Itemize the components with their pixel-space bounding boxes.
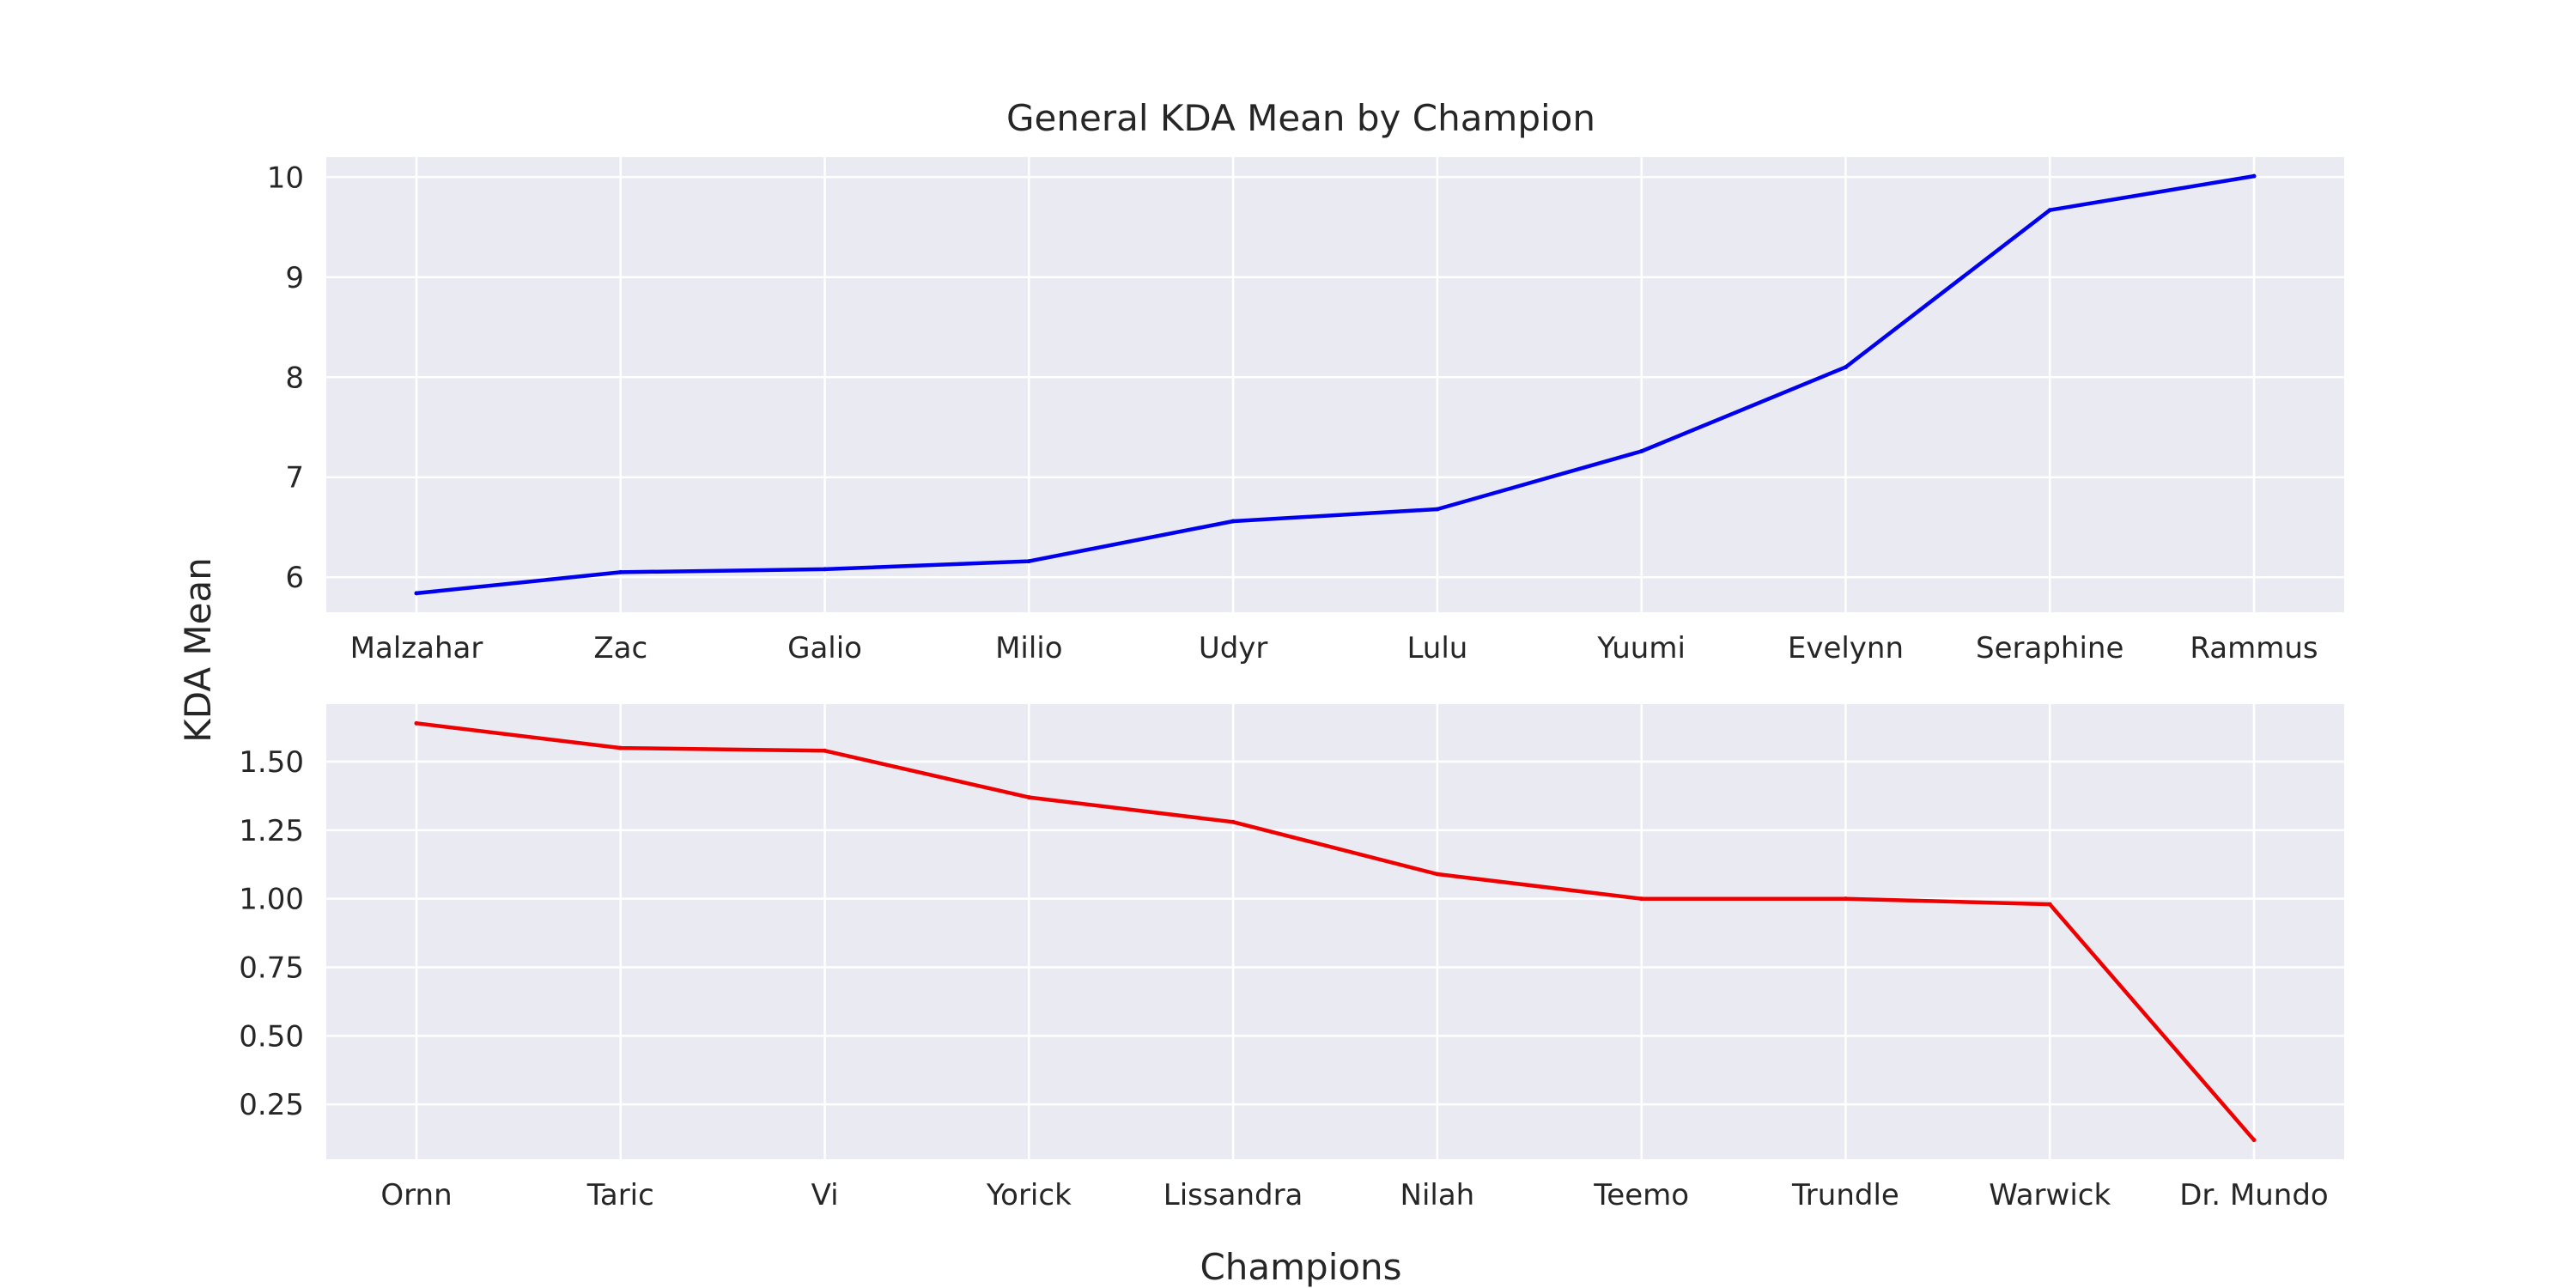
y-tick-label: 1.25 <box>239 814 304 848</box>
data-point <box>1843 365 1848 370</box>
data-point <box>618 569 623 574</box>
y-tick-label: 8 <box>285 361 304 395</box>
x-tick-label: Yuumi <box>1596 631 1686 665</box>
data-point <box>414 591 419 596</box>
x-tick-label: Vi <box>811 1178 839 1212</box>
y-tick-label: 0.25 <box>239 1088 304 1122</box>
data-point <box>1639 448 1644 453</box>
data-point <box>823 567 828 572</box>
x-tick-label: Galio <box>787 631 862 665</box>
data-point <box>1639 896 1644 902</box>
data-point <box>2251 173 2257 179</box>
x-axis-label: Champions <box>1200 1246 1401 1288</box>
y-axis-label: KDA Mean <box>177 557 219 743</box>
x-tick-label: Rammus <box>2190 631 2318 665</box>
plot-area <box>326 704 2344 1159</box>
chart-panels: Malzahar Zac Galio Milio Udyr Lulu Yuumi Evelyn… <box>239 157 2344 1212</box>
y-tick-label: 1.00 <box>239 883 304 917</box>
data-point <box>823 748 828 753</box>
x-tick-label: Dr. Mundo <box>2179 1178 2328 1212</box>
x-tick-label: Taric <box>586 1178 654 1212</box>
x-tick-label: Lulu <box>1406 631 1467 665</box>
y-tick-label: 0.75 <box>239 951 304 986</box>
x-tick-label: Teemo <box>1593 1178 1689 1212</box>
x-tick-label: Milio <box>995 631 1062 665</box>
data-point <box>2251 1138 2257 1143</box>
data-point <box>1026 559 1031 564</box>
x-tick-label: Yorick <box>986 1178 1072 1212</box>
x-tick-label: Warwick <box>1989 1178 2111 1212</box>
x-tick-label: Lissandra <box>1163 1178 1303 1212</box>
data-point <box>1230 519 1236 524</box>
data-point <box>2047 208 2052 213</box>
data-point <box>1026 795 1031 800</box>
plot-area <box>326 157 2344 612</box>
x-tick-label: Evelynn <box>1788 631 1904 665</box>
series-line <box>414 721 2257 1142</box>
data-point <box>414 720 419 726</box>
x-tick-label: Ornn <box>380 1178 452 1212</box>
x-tick-label: Nilah <box>1400 1178 1475 1212</box>
data-point <box>1435 507 1440 512</box>
x-tick-label: Udyr <box>1199 631 1268 665</box>
y-tick-label: 1.50 <box>239 745 304 780</box>
y-tick-label: 9 <box>285 261 304 295</box>
data-point <box>1435 872 1440 877</box>
data-point <box>618 745 623 750</box>
data-point <box>1843 896 1848 902</box>
y-tick-label: 6 <box>285 561 304 595</box>
x-tick-label: Trundle <box>1791 1178 1899 1212</box>
series-line <box>414 173 2257 596</box>
x-tick-label: Seraphine <box>1976 631 2123 665</box>
panel-1: Malzahar Zac Galio Milio Udyr Lulu Yuumi Evelyn… <box>267 157 2344 665</box>
y-tick-label: 10 <box>267 161 304 195</box>
panel-2: Ornn Taric Vi Yorick Lissandra Nilah Teemo Trun… <box>239 704 2344 1212</box>
y-tick-label: 0.50 <box>239 1019 304 1054</box>
data-point <box>2047 902 2052 907</box>
x-tick-label: Zac <box>593 631 647 665</box>
x-tick-label: Malzahar <box>350 631 483 665</box>
y-tick-label: 7 <box>285 461 304 495</box>
data-point <box>1230 819 1236 824</box>
chart-title: General KDA Mean by Champion <box>1006 97 1595 139</box>
